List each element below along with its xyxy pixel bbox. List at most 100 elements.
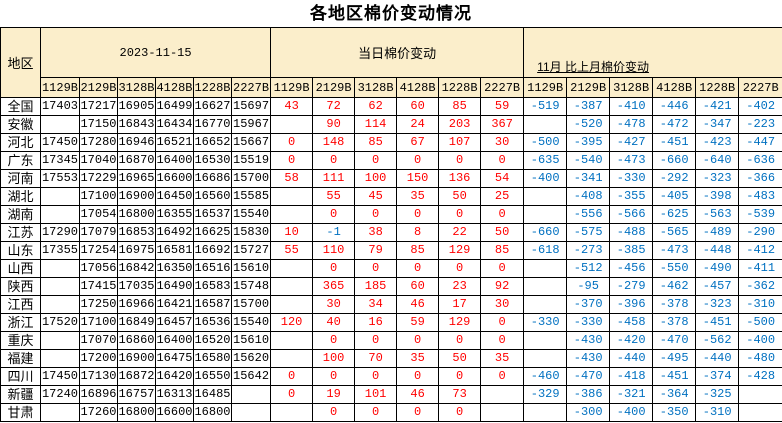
col-header: 4128B: [652, 77, 697, 98]
change-cell: -329: [523, 385, 568, 404]
change-cell: -539: [738, 205, 782, 224]
change-cell: [523, 403, 568, 422]
change-cell: 148: [312, 133, 356, 152]
table-row: 全国 17403 17217 16905 16499 16627 15697 43 72 62 60…: [0, 97, 782, 116]
col-header: 2227B: [230, 77, 272, 98]
col-header: 2129B: [312, 77, 356, 98]
price-cell: 15667: [230, 133, 272, 152]
price-cell: 16853: [117, 223, 156, 242]
change-cell: -223: [738, 115, 782, 134]
change-cell: 185: [354, 277, 398, 296]
price-cell: 16350: [155, 259, 194, 278]
change-cell: 50: [480, 223, 525, 242]
change-cell: -427: [609, 133, 654, 152]
group-header-monthly-change-label: 11月 比上月棉价变动: [537, 60, 649, 74]
change-cell: -355: [609, 187, 654, 206]
price-cell: [40, 259, 80, 278]
change-cell: 111: [312, 169, 356, 188]
price-cell: 16516: [193, 259, 232, 278]
change-cell: 58: [270, 169, 314, 188]
change-cell: 62: [354, 97, 398, 116]
change-cell: [270, 187, 314, 206]
col-header: 4128B: [155, 77, 194, 98]
change-cell: 114: [354, 115, 398, 134]
price-cell: 16900: [117, 187, 156, 206]
price-cell: 16583: [193, 277, 232, 296]
change-cell: [480, 385, 525, 404]
change-cell: -562: [695, 331, 740, 350]
group-header-daily-change: 当日棉价变动: [270, 27, 525, 78]
change-cell: -330: [523, 313, 568, 332]
price-cell: 16536: [193, 313, 232, 332]
change-cell: 40: [312, 313, 356, 332]
price-cell: 15697: [230, 97, 272, 116]
price-cell: 16800: [117, 403, 156, 422]
price-cell: [40, 403, 80, 422]
price-cell: 17054: [79, 205, 118, 224]
price-cell: 16313: [155, 385, 194, 404]
price-cell: [40, 331, 80, 350]
price-cell: 17229: [79, 169, 118, 188]
change-cell: 90: [312, 115, 356, 134]
price-cell: [40, 115, 80, 134]
change-cell: 43: [270, 97, 314, 116]
price-cell: 17217: [79, 97, 118, 116]
change-cell: -563: [695, 205, 740, 224]
region-label: 陕西: [0, 277, 41, 296]
change-cell: -430: [566, 349, 611, 368]
change-cell: -472: [652, 115, 697, 134]
change-cell: 0: [270, 367, 314, 386]
change-cell: 0: [480, 367, 525, 386]
price-cell: 16560: [193, 187, 232, 206]
table-row: 江苏 17290 17079 16853 16492 16625 15830 10 -1 38 8 2…: [0, 223, 782, 242]
col-header: 1228B: [193, 77, 232, 98]
change-cell: 24: [396, 115, 440, 134]
change-cell: -405: [652, 187, 697, 206]
change-cell: -364: [652, 385, 697, 404]
change-cell: 30: [480, 295, 525, 314]
col-header: 1129B: [523, 77, 568, 98]
page-title: 各地区棉价变动情况: [310, 4, 472, 23]
change-cell: -446: [652, 97, 697, 116]
change-cell: 17: [438, 295, 482, 314]
table-row: 陕西 17415 17035 16490 16583 15748 365 185 60 23 92 -…: [0, 277, 782, 296]
change-cell: -470: [566, 367, 611, 386]
change-cell: 0: [312, 331, 356, 350]
price-cell: 16870: [117, 151, 156, 170]
price-cell: 17240: [40, 385, 80, 404]
change-cell: -95: [566, 277, 611, 296]
price-cell: 15700: [230, 295, 272, 314]
group-header-date: 2023-11-15: [39, 27, 272, 78]
change-cell: -411: [738, 259, 782, 278]
change-cell: -451: [652, 367, 697, 386]
change-cell: 367: [480, 115, 525, 134]
change-cell: -400: [523, 169, 568, 188]
price-cell: 16966: [117, 295, 156, 314]
change-cell: -565: [652, 223, 697, 242]
change-cell: 0: [396, 403, 440, 422]
change-cell: [270, 259, 314, 278]
change-cell: -418: [609, 367, 654, 386]
change-cell: [480, 403, 525, 422]
change-cell: -423: [695, 133, 740, 152]
change-cell: 85: [480, 241, 525, 260]
price-cell: 16457: [155, 313, 194, 332]
price-cell: [230, 403, 272, 422]
change-cell: -451: [652, 133, 697, 152]
change-cell: -300: [566, 403, 611, 422]
change-cell: -402: [738, 97, 782, 116]
change-cell: 54: [480, 169, 525, 188]
change-cell: 30: [312, 295, 356, 314]
change-cell: -412: [738, 241, 782, 260]
table-row: 四川 17450 17130 16872 16420 16550 15642 0 0 0 0 0 0 -4…: [0, 367, 782, 386]
table-row: 河南 17553 17229 16965 16600 16686 15700 58 111 100…: [0, 169, 782, 188]
change-cell: 136: [438, 169, 482, 188]
table-row: 山东 17355 17254 16975 16581 16692 15727 55 110 79 8…: [0, 241, 782, 260]
change-cell: [523, 187, 568, 206]
change-cell: -279: [609, 277, 654, 296]
region-column-header: 地区: [0, 27, 41, 98]
change-cell: -618: [523, 241, 568, 260]
change-cell: -440: [695, 349, 740, 368]
price-cell: 16757: [117, 385, 156, 404]
region-label: 全国: [0, 97, 41, 116]
